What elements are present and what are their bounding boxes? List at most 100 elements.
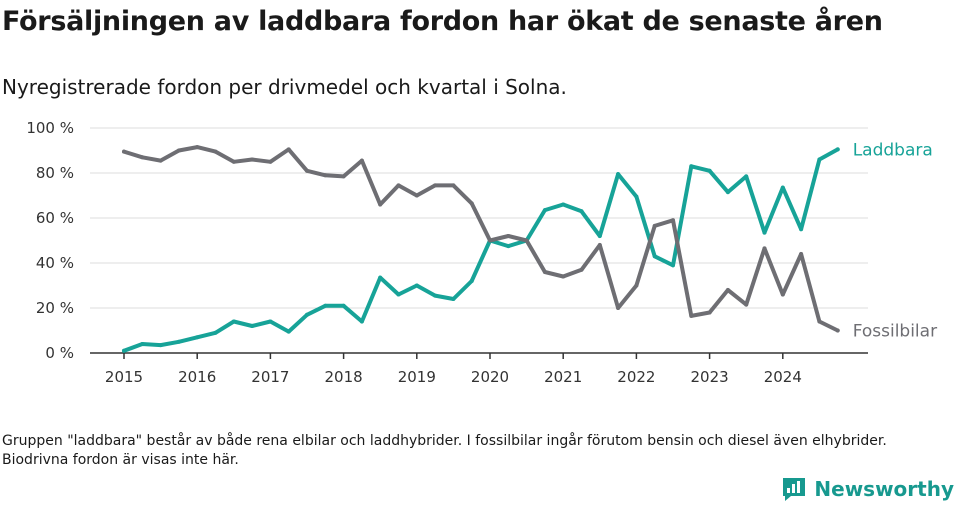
data-point-laddbara [323, 303, 328, 308]
data-point-fossilbilar [561, 274, 566, 279]
x-tick-label: 2022 [617, 368, 655, 386]
data-point-fossilbilar [451, 183, 456, 188]
data-point-fossilbilar [323, 173, 328, 178]
data-point-laddbara [359, 319, 364, 324]
data-point-laddbara [689, 164, 694, 169]
data-point-laddbara [725, 190, 730, 195]
data-point-laddbara [158, 343, 163, 348]
data-point-laddbara [616, 172, 621, 177]
series-line-fossilbilar [122, 145, 840, 333]
x-tick-label: 2020 [471, 368, 509, 386]
footnote: Gruppen "laddbara" består av både rena e… [2, 433, 887, 468]
data-point-fossilbilar [433, 183, 438, 188]
data-point-laddbara [469, 279, 474, 283]
brand-name: Newsworthy [814, 477, 954, 501]
data-point-fossilbilar [634, 283, 639, 288]
x-tick-label: 2017 [251, 368, 289, 386]
y-tick-label: 40 % [36, 254, 74, 272]
data-point-laddbara [341, 303, 346, 308]
data-point-laddbara [652, 254, 657, 259]
x-tick-label: 2021 [544, 368, 582, 386]
data-point-laddbara [579, 209, 584, 214]
line-chart: 0 % 20 % 40 % 60 % 80 % 100 % 2015 2016 2017 2018… [26, 119, 937, 386]
y-tick-label: 80 % [36, 164, 74, 182]
data-point-fossilbilar [725, 288, 730, 292]
data-point-laddbara [744, 174, 749, 179]
data-point-laddbara [176, 339, 181, 344]
data-point-fossilbilar [671, 218, 675, 223]
data-point-fossilbilar [652, 223, 657, 228]
data-point-fossilbilar [213, 149, 218, 154]
data-point-fossilbilar [689, 313, 694, 318]
data-point-fossilbilar [305, 168, 309, 173]
data-point-laddbara [378, 275, 383, 280]
data-point-laddbara [268, 319, 273, 324]
x-tick-label: 2016 [178, 368, 216, 386]
data-point-fossilbilar [158, 158, 163, 163]
x-tick-label: 2015 [105, 368, 143, 386]
data-point-fossilbilar [414, 193, 419, 198]
series-label-laddbara: Laddbara [853, 140, 933, 160]
label-layer: Laddbara Fossilbilar [853, 140, 937, 341]
data-point-laddbara [542, 208, 547, 213]
data-point-laddbara [817, 157, 822, 162]
data-point-fossilbilar [799, 252, 804, 256]
data-point-fossilbilar [250, 157, 255, 162]
data-point-laddbara [506, 244, 511, 249]
series-label-fossilbilar: Fossilbilar [853, 322, 937, 342]
data-point-fossilbilar [762, 246, 767, 251]
data-point-laddbara [140, 342, 145, 346]
data-point-laddbara [780, 185, 785, 190]
data-point-fossilbilar [616, 306, 621, 310]
data-point-laddbara [433, 293, 438, 298]
data-point-laddbara [634, 194, 639, 199]
data-point-fossilbilar [817, 319, 822, 324]
data-point-laddbara [707, 168, 712, 173]
data-point-laddbara [762, 230, 767, 235]
data-point-fossilbilar [469, 201, 474, 206]
newsworthy-logo-icon [783, 478, 806, 501]
data-point-fossilbilar [579, 267, 584, 272]
data-point-fossilbilar [195, 145, 200, 150]
data-point-fossilbilar [176, 148, 181, 153]
x-tick-label: 2018 [325, 368, 363, 386]
data-point-fossilbilar [506, 234, 511, 238]
data-point-fossilbilar [231, 159, 236, 164]
x-tick-label: 2019 [398, 368, 436, 386]
series-line-laddbara [122, 147, 840, 353]
data-point-laddbara [414, 283, 419, 288]
data-point-laddbara [286, 329, 291, 334]
chart-title: Försäljningen av laddbara fordon har öka… [2, 6, 883, 37]
data-point-fossilbilar [744, 302, 749, 307]
data-point-fossilbilar [378, 202, 383, 207]
x-tick-label: 2024 [764, 368, 802, 386]
data-point-laddbara [451, 297, 456, 301]
x-tick-label: 2023 [691, 368, 729, 386]
data-point-fossilbilar [524, 238, 529, 243]
data-point-laddbara [231, 319, 236, 324]
y-tick-label: 20 % [36, 299, 74, 317]
data-point-fossilbilar [396, 183, 401, 188]
data-point-fossilbilar [286, 147, 291, 152]
data-point-fossilbilar [780, 292, 785, 297]
data-point-laddbara [799, 227, 804, 232]
axis-layer: 0 % 20 % 40 % 60 % 80 % 100 % 2015 2016 2017 2018… [26, 119, 868, 386]
data-point-fossilbilar [341, 174, 346, 179]
data-point-laddbara [195, 335, 200, 340]
y-tick-label: 100 % [26, 119, 74, 137]
data-point-laddbara [671, 263, 675, 268]
data-point-fossilbilar [488, 238, 492, 243]
y-tick-label: 0 % [45, 344, 74, 362]
data-point-fossilbilar [597, 243, 602, 247]
data-point-laddbara [305, 312, 309, 317]
data-point-fossilbilar [835, 328, 840, 333]
data-point-laddbara [250, 324, 255, 328]
data-point-fossilbilar [707, 310, 712, 315]
y-tick-label: 60 % [36, 209, 74, 227]
data-point-fossilbilar [268, 159, 273, 164]
data-point-laddbara [597, 234, 602, 238]
data-point-fossilbilar [542, 270, 547, 274]
data-point-laddbara [213, 330, 218, 335]
data-point-laddbara [835, 147, 840, 152]
chart-subtitle: Nyregistrerade fordon per drivmedel och … [2, 75, 567, 99]
